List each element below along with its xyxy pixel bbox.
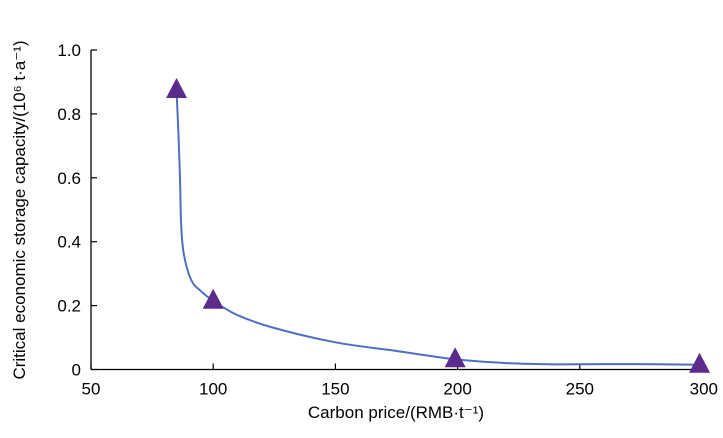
x-tick-label: 150 xyxy=(321,380,349,399)
fitted-curve-line xyxy=(175,89,700,366)
y-tick-label: 0 xyxy=(72,361,81,380)
y-tick-label: 0.6 xyxy=(57,169,81,188)
data-point-triangle xyxy=(689,352,711,373)
x-tick-label: 300 xyxy=(690,380,718,399)
x-axis-title: Carbon price/(RMB·t⁻¹) xyxy=(308,403,484,422)
x-ticks: 50 100 150 200 250 300 xyxy=(82,363,718,399)
x-tick-label: 200 xyxy=(443,380,471,399)
x-tick-label: 50 xyxy=(82,380,101,399)
data-point-triangle xyxy=(444,347,466,368)
y-tick-label: 0.8 xyxy=(57,105,81,124)
data-point-triangle xyxy=(166,77,188,98)
y-tick-label: 1.0 xyxy=(57,41,81,60)
y-axis-title: Critical economic storage capacity/(10⁶ … xyxy=(10,40,29,379)
x-tick-label: 100 xyxy=(199,380,227,399)
y-ticks: 0 0.2 0.4 0.6 0.8 1.0 xyxy=(57,41,97,380)
axes xyxy=(90,50,702,371)
y-tick-label: 0.4 xyxy=(57,233,81,252)
data-markers xyxy=(166,77,711,373)
data-point-triangle xyxy=(202,288,224,309)
y-tick-label: 0.2 xyxy=(57,297,81,316)
x-tick-label: 250 xyxy=(566,380,594,399)
